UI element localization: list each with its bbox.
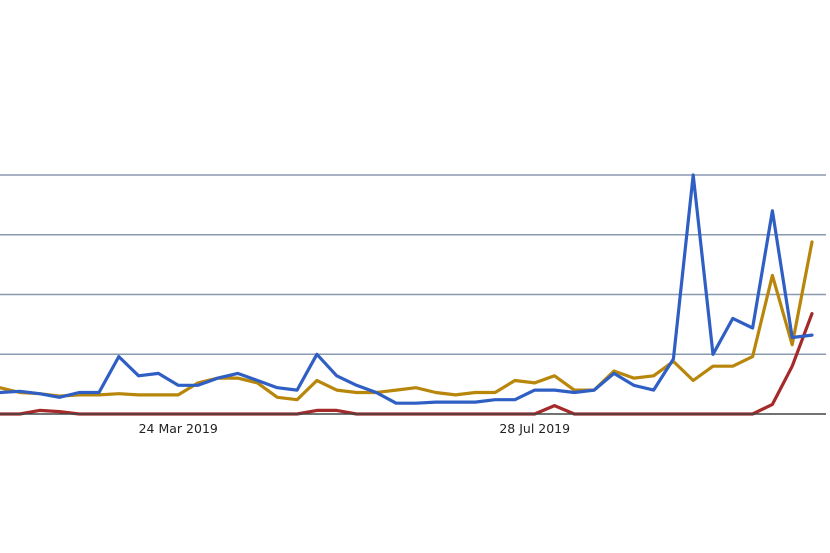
series-line-1 xyxy=(0,173,814,405)
x-tick-label-1: 24 Mar 2019 xyxy=(139,421,218,436)
x-tick-labels: 24 Mar 2019 28 Jul 2019 xyxy=(139,421,571,436)
series-line-3 xyxy=(0,312,814,416)
series-line-2 xyxy=(0,240,814,402)
grid-lines xyxy=(0,174,826,355)
x-tick-label-2: 28 Jul 2019 xyxy=(499,421,570,436)
